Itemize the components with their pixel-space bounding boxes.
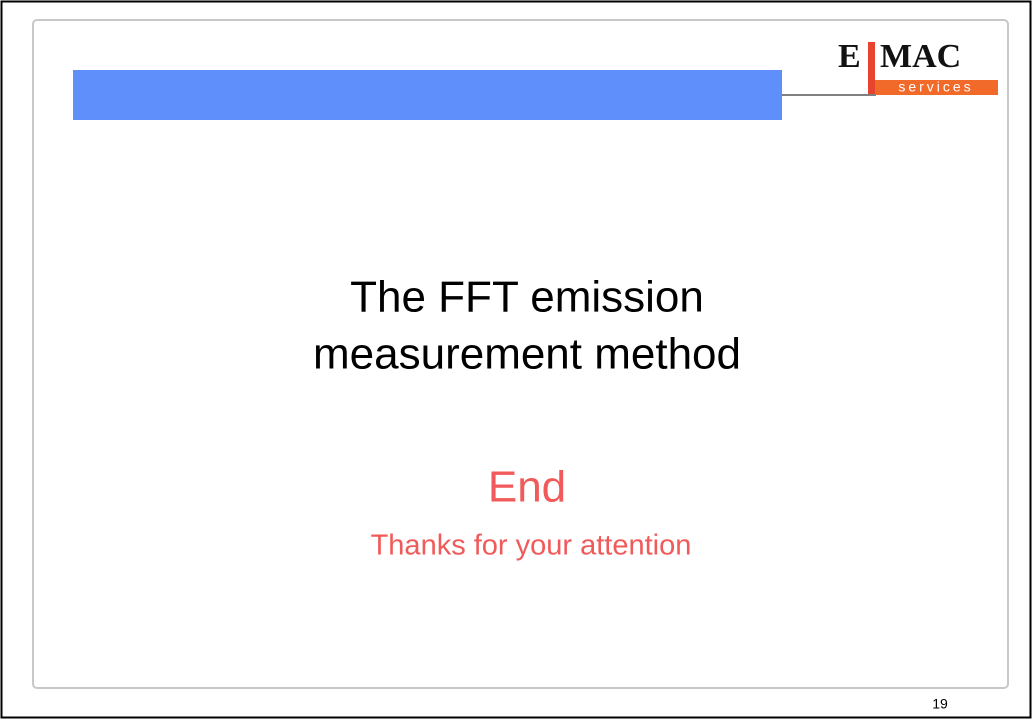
closing-subtitle: Thanks for your attention — [371, 530, 692, 562]
title-line: The FFT emission — [350, 273, 704, 322]
logo-bar — [868, 42, 875, 94]
logo-left: E — [838, 38, 861, 75]
page-number: 19 — [932, 696, 948, 712]
closing-heading: End — [488, 463, 566, 512]
logo-right: MAC — [880, 38, 961, 75]
logo-tagline-box — [875, 80, 998, 95]
logo-tagline: services — [898, 79, 973, 95]
slide-frame — [32, 19, 1009, 689]
logo: E MAC services — [838, 38, 998, 95]
title-line: measurement method — [313, 330, 741, 379]
header-bar — [73, 70, 782, 120]
